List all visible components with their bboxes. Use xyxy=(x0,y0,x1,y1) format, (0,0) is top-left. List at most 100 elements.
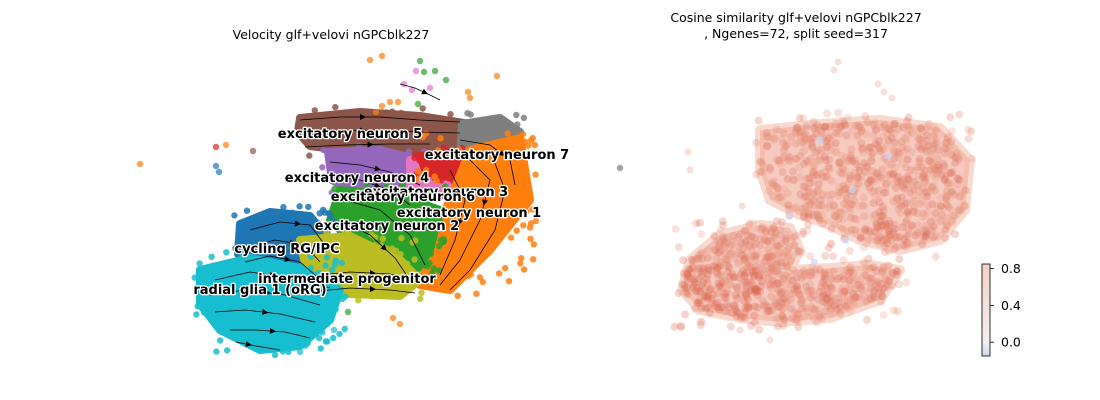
cell-point xyxy=(455,197,463,205)
cell-point xyxy=(453,183,461,190)
cell-point xyxy=(374,279,382,287)
cell-point xyxy=(508,204,515,211)
cell-point xyxy=(319,329,326,336)
similarity-point xyxy=(702,274,711,283)
similarity-point xyxy=(829,252,838,261)
cell-point xyxy=(471,157,478,165)
cell-point xyxy=(226,291,233,298)
cell-point xyxy=(527,137,535,144)
similarity-point xyxy=(929,222,938,231)
similarity-point xyxy=(891,119,900,128)
similarity-point xyxy=(824,243,833,252)
cell-point xyxy=(253,302,260,309)
similarity-point xyxy=(742,290,751,299)
cell-point xyxy=(478,252,486,259)
similarity-point xyxy=(847,145,856,154)
similarity-point xyxy=(713,298,722,307)
cell-point xyxy=(418,289,425,296)
similarity-point xyxy=(880,284,889,293)
cell-point xyxy=(351,114,359,122)
cell-point xyxy=(368,201,376,208)
similarity-point xyxy=(900,235,909,244)
similarity-point xyxy=(887,236,896,245)
cell-point xyxy=(424,263,431,270)
similarity-point xyxy=(781,285,790,294)
cell-point xyxy=(323,254,331,261)
cell-point xyxy=(416,144,423,151)
similarity-point xyxy=(918,240,927,249)
similarity-point xyxy=(794,323,803,331)
similarity-point xyxy=(879,206,888,215)
cell-point xyxy=(433,177,440,185)
cluster-label-7: excitatory neuron 2 xyxy=(315,219,459,234)
cell-point xyxy=(136,160,144,168)
cell-point xyxy=(330,326,338,334)
similarity-point xyxy=(865,274,874,283)
cell-point xyxy=(372,108,380,116)
similarity-point xyxy=(713,270,722,279)
similarity-point xyxy=(736,326,744,334)
cell-point xyxy=(377,131,384,138)
similarity-point xyxy=(744,278,752,287)
cell-point xyxy=(332,306,339,313)
cell-point xyxy=(445,201,452,208)
cell-point xyxy=(369,120,377,127)
similarity-point xyxy=(701,285,709,294)
cell-point xyxy=(342,293,349,300)
similarity-point xyxy=(746,233,755,242)
cell-point xyxy=(257,236,264,243)
similarity-point xyxy=(683,290,692,299)
cell-point xyxy=(384,199,392,206)
cell-point xyxy=(476,122,483,129)
similarity-point xyxy=(906,189,915,198)
cell-point xyxy=(210,273,218,281)
cell-point xyxy=(381,151,388,158)
similarity-point xyxy=(945,169,954,177)
cell-point xyxy=(375,121,382,128)
cell-point xyxy=(210,296,217,304)
cell-point xyxy=(436,257,443,264)
cell-point xyxy=(522,189,529,197)
cluster-label-1: excitatory neuron 5 xyxy=(278,127,422,142)
cell-point xyxy=(357,260,364,268)
cell-point xyxy=(368,259,375,266)
cell-point xyxy=(474,228,481,236)
cell-point xyxy=(316,334,323,342)
cell-point xyxy=(405,148,413,155)
cell-point xyxy=(327,305,334,312)
cell-point xyxy=(233,298,241,305)
cell-point xyxy=(455,152,462,159)
cell-point xyxy=(410,184,417,192)
cell-point xyxy=(282,329,290,336)
cell-point xyxy=(318,132,325,139)
cell-point xyxy=(334,117,341,124)
similarity-point xyxy=(824,280,833,289)
similarity-point xyxy=(874,80,882,88)
cell-point xyxy=(500,201,508,209)
similarity-point xyxy=(877,297,886,306)
cell-point xyxy=(311,107,318,114)
cell-point xyxy=(457,237,464,245)
cell-point xyxy=(493,72,501,80)
similarity-point xyxy=(834,58,842,66)
cell-point xyxy=(419,134,427,141)
cell-point xyxy=(451,256,458,264)
velocity-umap-panel: Velocity glf+velovi nGPCblk227 excitator… xyxy=(136,27,624,359)
cell-point xyxy=(417,295,424,303)
similarity-point xyxy=(926,166,934,175)
cell-point xyxy=(296,348,304,356)
cell-point xyxy=(431,67,439,75)
cell-point xyxy=(513,162,520,169)
similarity-point xyxy=(903,208,912,217)
cell-point xyxy=(404,211,411,218)
cell-point xyxy=(411,217,419,225)
similarity-point xyxy=(886,142,895,150)
cell-point xyxy=(378,287,385,294)
similarity-point xyxy=(820,122,829,131)
cell-point xyxy=(397,281,404,288)
cell-point xyxy=(484,119,491,127)
similarity-point xyxy=(754,116,763,125)
similarity-point xyxy=(884,246,893,255)
similarity-point xyxy=(809,171,818,180)
cell-point xyxy=(367,211,375,218)
